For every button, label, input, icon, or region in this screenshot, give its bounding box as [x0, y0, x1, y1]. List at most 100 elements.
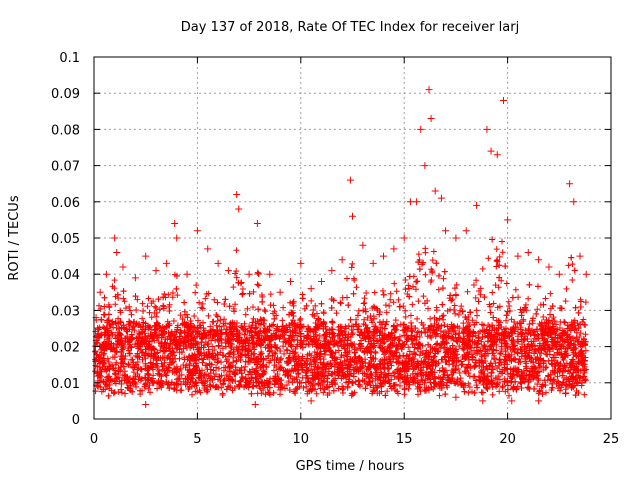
data-point: [125, 361, 132, 368]
data-point: [487, 309, 494, 316]
data-point: [521, 343, 528, 350]
data-point: [482, 358, 489, 365]
data-point: [114, 334, 121, 341]
data-point: [390, 299, 397, 306]
data-point: [177, 387, 184, 394]
data-point: [297, 259, 305, 267]
data-point: [259, 379, 266, 386]
data-point: [408, 335, 415, 342]
data-point: [525, 295, 532, 302]
data-point: [98, 316, 105, 323]
data-point: [120, 288, 127, 295]
data-point: [439, 364, 446, 371]
data-point: [415, 298, 422, 305]
data-point: [489, 236, 496, 243]
data-point: [488, 369, 495, 376]
data-point: [148, 377, 155, 384]
data-point: [265, 345, 272, 352]
data-point: [537, 322, 544, 329]
data-point: [428, 368, 435, 375]
data-point: [422, 351, 429, 358]
data-point: [524, 343, 531, 350]
data-point: [217, 316, 224, 323]
data-point: [134, 370, 141, 377]
data-point: [185, 386, 192, 393]
data-point: [486, 362, 493, 369]
data-point: [506, 353, 513, 360]
data-point: [216, 373, 223, 380]
data-point: [322, 351, 329, 358]
data-point: [233, 247, 240, 254]
data-point: [160, 328, 167, 335]
data-point: [214, 259, 222, 267]
data-point: [547, 290, 554, 297]
data-point: [310, 306, 317, 313]
data-point: [126, 303, 133, 310]
data-point: [351, 341, 358, 348]
data-point: [350, 373, 357, 380]
data-point: [166, 307, 173, 314]
data-point: [233, 333, 240, 340]
data-point: [119, 263, 127, 271]
data-point: [357, 343, 364, 350]
data-point: [351, 277, 358, 284]
data-point: [442, 227, 450, 235]
data-point: [367, 382, 374, 389]
data-point: [343, 349, 350, 356]
data-point: [280, 343, 287, 350]
data-point: [173, 234, 181, 242]
data-point: [509, 336, 516, 343]
data-point: [549, 303, 556, 310]
data-point: [322, 336, 329, 343]
data-point: [522, 327, 529, 334]
data-point: [104, 382, 111, 389]
data-point: [471, 373, 478, 380]
data-point: [321, 372, 328, 379]
data-point: [386, 347, 393, 354]
data-point: [550, 314, 557, 321]
data-point: [385, 353, 392, 360]
data-point: [281, 350, 288, 357]
data-point: [111, 234, 119, 242]
data-point: [104, 317, 111, 324]
data-point: [372, 382, 379, 389]
data-point: [189, 391, 196, 398]
data-point: [114, 291, 121, 298]
data-point: [471, 389, 478, 396]
data-point: [445, 330, 452, 337]
data-point: [96, 302, 103, 309]
data-point: [382, 392, 389, 399]
data-point: [227, 349, 234, 356]
data-point: [271, 362, 278, 369]
data-point: [396, 337, 403, 344]
data-point: [545, 317, 552, 324]
data-point: [134, 350, 141, 357]
data-point: [119, 353, 126, 360]
data-point: [221, 316, 228, 323]
data-point: [204, 245, 212, 253]
data-point: [413, 198, 421, 206]
data-point: [440, 275, 447, 282]
data-point: [582, 331, 589, 338]
data-point: [512, 378, 519, 385]
data-point: [302, 369, 309, 376]
data-point: [489, 289, 496, 296]
data-point: [535, 377, 542, 384]
data-point: [452, 348, 459, 355]
data-point: [490, 314, 497, 321]
data-point: [399, 359, 406, 366]
data-point: [387, 290, 394, 297]
data-point: [493, 263, 500, 270]
data-point: [549, 380, 556, 387]
data-point: [142, 374, 149, 381]
data-point: [481, 352, 488, 359]
data-point: [524, 384, 531, 391]
data-point: [470, 329, 477, 336]
data-point: [358, 329, 365, 336]
data-point: [570, 198, 578, 206]
data-point: [442, 391, 449, 398]
data-point: [496, 303, 503, 310]
data-point: [266, 270, 274, 278]
data-point: [169, 289, 176, 296]
data-point: [320, 319, 327, 326]
